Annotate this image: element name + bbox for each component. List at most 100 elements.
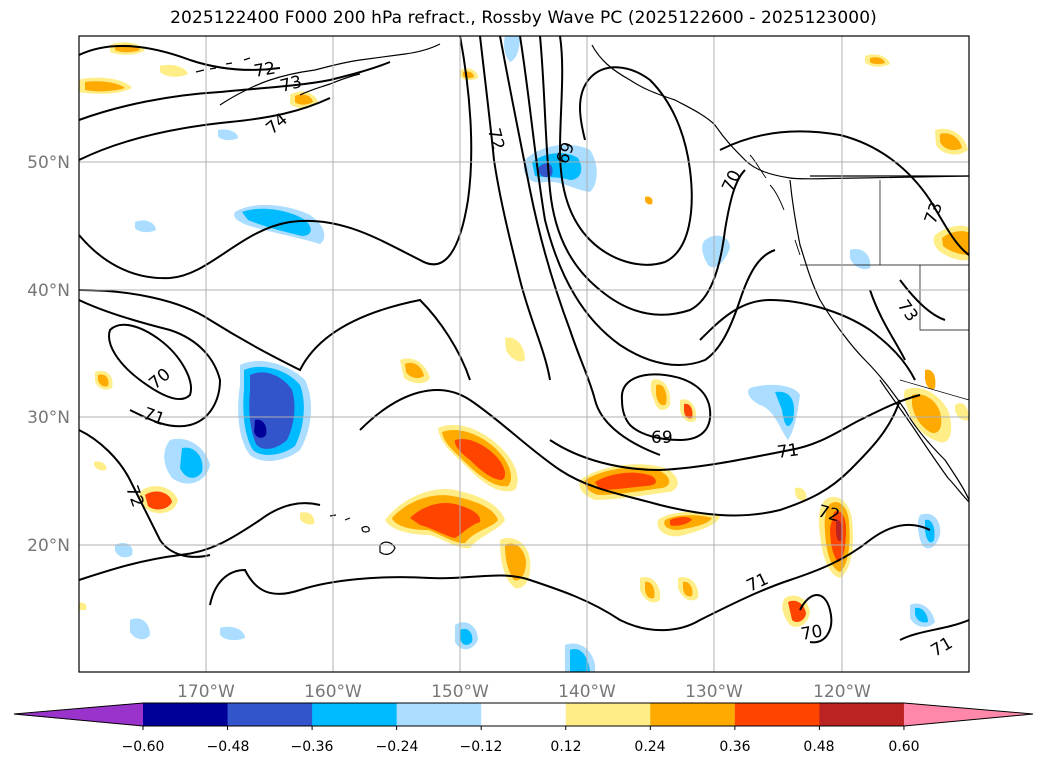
colorbar-tick-label: 0.60 (888, 739, 919, 755)
contour-69-loop (558, 36, 693, 266)
colorbar-segment (734, 703, 820, 726)
graticule (79, 36, 969, 672)
anomaly-red-4-max (836, 519, 843, 542)
anomaly-red-12-core (656, 384, 667, 406)
contour-label: 72 (252, 58, 277, 81)
colorbar-segment (481, 703, 567, 726)
colorbar-tick-label: −0.12 (460, 739, 503, 755)
anomaly-blue-14 (135, 220, 156, 233)
contour-label: 69 (651, 428, 673, 448)
anomaly-blue-12 (504, 36, 520, 62)
contour-71-west (79, 299, 222, 428)
contour-72-vertical (479, 36, 551, 381)
anomaly-red-20-core (98, 374, 109, 387)
colorbar-segments (14, 703, 1033, 726)
lon-labels: 170°W 160°W 150°W 140°W 130°W 120°W (177, 682, 871, 702)
contour-72-north (79, 45, 281, 71)
colorbar-tick-label: 0.12 (550, 739, 581, 755)
anomaly-red-29 (925, 369, 936, 390)
contour-label: 72 (483, 126, 508, 152)
contour-east-upper (719, 130, 969, 256)
coastline-west-us (789, 179, 969, 501)
anomaly-red-11-core (295, 94, 313, 105)
coastline-alaska-islands (195, 57, 251, 73)
contour-lower-loop (79, 289, 471, 381)
contour-south-3 (799, 594, 833, 644)
contour-south-2 (209, 523, 931, 632)
coastline-hawaii (329, 514, 396, 555)
contour-south-1 (79, 502, 321, 581)
contour-69-small (620, 373, 712, 442)
contour-73-north (79, 61, 391, 121)
contour-east-coast-1 (869, 289, 906, 361)
contour-70 (539, 36, 746, 316)
contour-label: 71 (140, 404, 167, 430)
contour-label: 71 (744, 569, 772, 596)
anomaly-red-31 (955, 403, 969, 421)
contours (79, 36, 969, 644)
colorbar-segment (227, 703, 313, 726)
anomaly-blue-4-core (180, 447, 203, 478)
anomaly-blue-1-max (254, 419, 267, 438)
colorbar-tick-label: −0.36 (291, 739, 334, 755)
anomaly-blue-15 (850, 249, 871, 270)
lon-label-120: 120°W (813, 682, 871, 702)
anomaly-red-5-core (505, 543, 526, 581)
colorbar-segment (650, 703, 736, 726)
anomaly-red-26 (300, 512, 315, 525)
colorbar-extend-high (903, 703, 1033, 726)
anomaly-red-28 (94, 461, 107, 471)
anomaly-red-24-core (870, 57, 885, 65)
anomaly-blue-6 (702, 235, 730, 268)
anomaly-blue-13 (218, 129, 238, 141)
coastline-alaska (219, 43, 441, 106)
contour-label: 71 (776, 440, 800, 463)
shading-layer (79, 36, 969, 672)
contour-label: 71 (928, 633, 957, 661)
contour-72-middle (359, 389, 901, 517)
lat-label-30: 30°N (27, 408, 70, 428)
anomaly-red-16-core (940, 133, 962, 150)
anomaly-red-15-core (683, 581, 693, 597)
map-title: 2025122400 F000 200 hPa refract., Rossby… (170, 8, 877, 28)
colorbar: −0.60 −0.48 −0.36 −0.24 −0.12 0.12 0.24 … (13, 702, 1034, 755)
anomaly-blue-7-core (925, 519, 935, 543)
anomaly-blue-16 (220, 626, 245, 641)
lat-labels: 50°N 40°N 30°N 20°N (27, 153, 70, 556)
colorbar-tick-label: −0.24 (376, 739, 419, 755)
anomaly-red-14-core (645, 581, 655, 599)
anomaly-red-19-core (405, 362, 424, 379)
anomaly-blue-5-core (775, 391, 795, 427)
anomaly-red-18-core (912, 394, 942, 434)
contour-label: 70 (718, 167, 745, 195)
lat-label-40: 40°N (27, 281, 70, 301)
contour-big-loop (79, 36, 473, 280)
border-state-2 (879, 180, 969, 401)
colorbar-tick-label: 0.36 (719, 739, 750, 755)
contour-label: 70 (799, 621, 824, 644)
anomaly-blue-8-core (460, 628, 473, 645)
anomaly-red-27 (79, 602, 87, 610)
colorbar-segment (143, 703, 229, 726)
lon-label-130: 130°W (685, 682, 743, 702)
lon-label-160: 160°W (304, 682, 362, 702)
colorbar-segment (312, 703, 398, 726)
colorbar-tick-label: −0.60 (122, 739, 165, 755)
map-frame (78, 35, 970, 673)
anomaly-red-2-core (410, 502, 481, 538)
anomaly-blue-11-core (915, 607, 928, 623)
contour-71 (519, 36, 776, 366)
colorbar-segment (396, 703, 482, 726)
anomaly-blue-9-core (570, 649, 590, 672)
colorbar-segment (565, 703, 651, 726)
contour-73-east (699, 298, 916, 381)
colorbar-tick-label: 0.48 (803, 739, 834, 755)
lon-label-140: 140°W (558, 682, 616, 702)
colorbar-extend-low (14, 703, 143, 726)
anomaly-blue-10 (130, 618, 150, 640)
anomaly-red-13-core (684, 403, 693, 419)
contour-label: 70 (145, 365, 174, 394)
anomaly-red-25 (795, 487, 807, 501)
colorbar-tick-label: −0.48 (207, 739, 250, 755)
anomaly-red-9-core (85, 81, 125, 92)
